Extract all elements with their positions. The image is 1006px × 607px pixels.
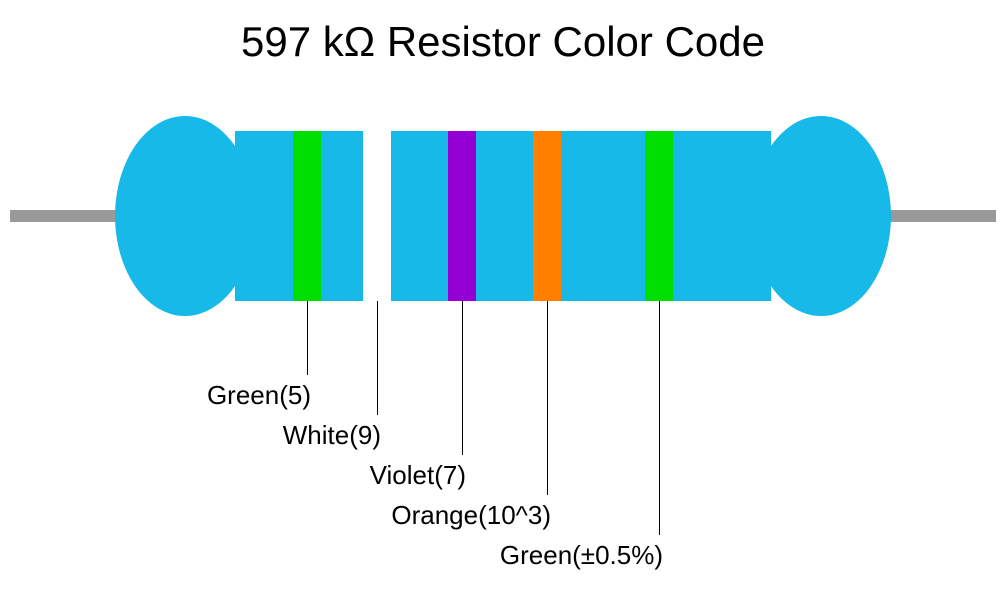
band-2-label: White(9) <box>283 420 381 451</box>
band-3-callout-line <box>462 301 463 455</box>
band-3 <box>448 131 476 301</box>
band-4 <box>533 131 561 301</box>
band-2-callout-line <box>377 301 378 415</box>
band-5 <box>645 131 673 301</box>
cap-left <box>115 116 255 316</box>
band-5-label: Green(±0.5%) <box>500 540 663 571</box>
band-3-label: Violet(7) <box>370 460 466 491</box>
cap-right <box>751 116 891 316</box>
band-4-label: Orange(10^3) <box>391 500 551 531</box>
band-1-label: Green(5) <box>207 380 311 411</box>
resistor-diagram: Green(5) White(9) Violet(7) Orange(10^3) Gre… <box>0 0 1006 607</box>
lead-right <box>876 210 996 222</box>
band-2 <box>363 131 391 301</box>
band-5-callout-line <box>659 301 660 535</box>
band-4-callout-line <box>547 301 548 495</box>
band-1-callout-line <box>307 301 308 375</box>
band-1 <box>293 131 321 301</box>
lead-left <box>10 210 130 222</box>
